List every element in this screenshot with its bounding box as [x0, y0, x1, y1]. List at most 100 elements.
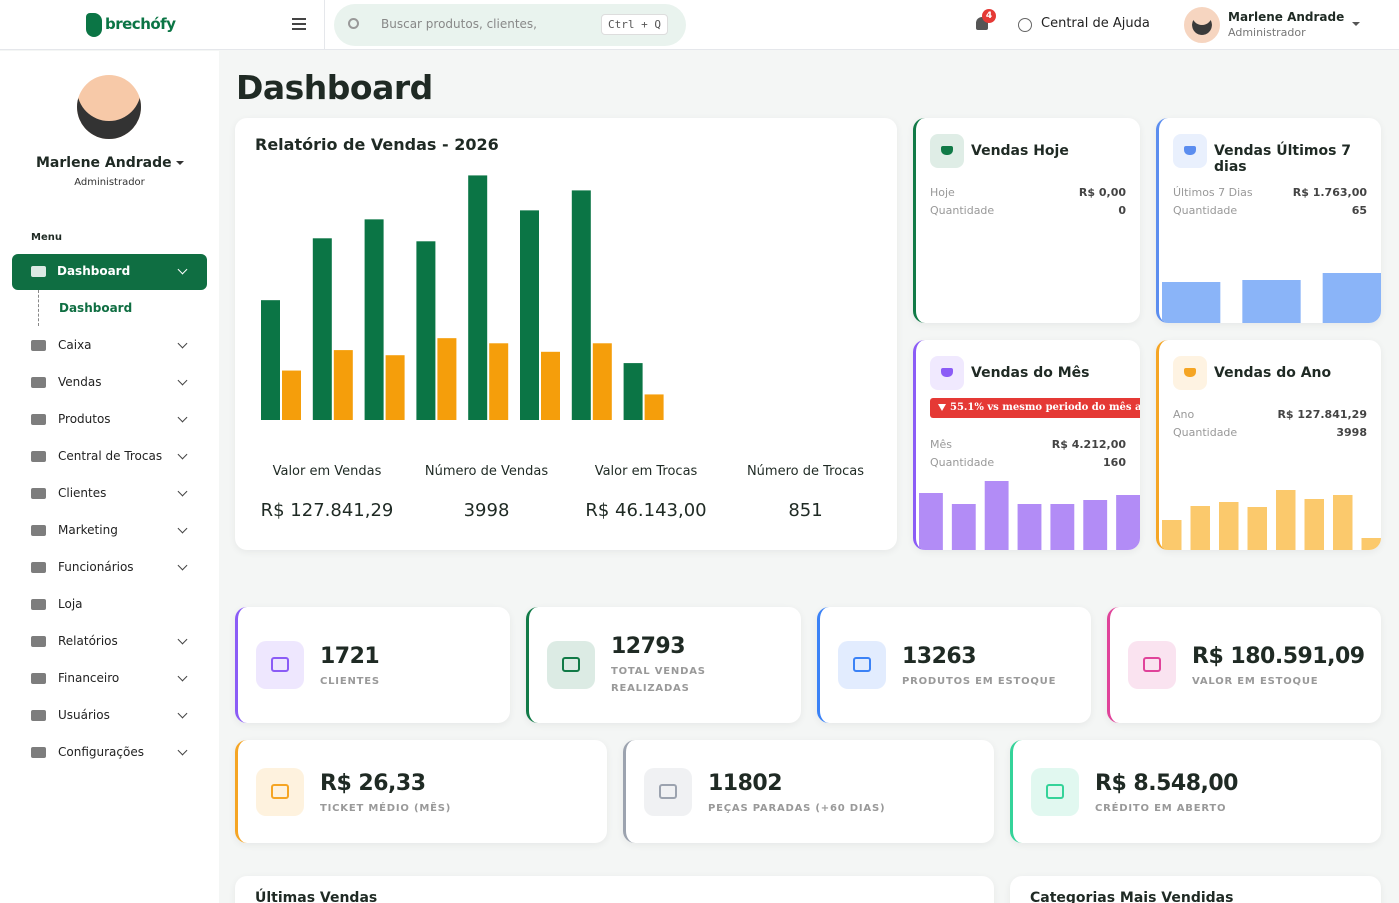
stat-icon-glyph	[1046, 783, 1064, 799]
bar	[1242, 280, 1301, 323]
help-icon	[1018, 18, 1032, 32]
menu-item[interactable]: Funcionários	[12, 550, 207, 586]
bar	[1162, 520, 1182, 550]
menu-item[interactable]: Usuários	[12, 698, 207, 734]
bar	[489, 343, 509, 420]
search-box[interactable]: Buscar produtos, clientes, Ctrl + Q	[334, 4, 686, 46]
card-row-label: Quantidade	[1173, 426, 1238, 439]
bar	[1116, 495, 1140, 550]
bar	[571, 190, 591, 420]
bar	[1247, 507, 1267, 550]
section-title: Categorias Mais Vendidas	[1030, 890, 1234, 903]
bar	[1276, 490, 1296, 550]
bar	[984, 481, 1009, 550]
logo: brechófy	[105, 15, 176, 33]
bar	[1017, 504, 1042, 550]
menu-icon	[31, 340, 46, 351]
menu-icon	[31, 710, 46, 721]
stat-icon-glyph	[659, 783, 677, 799]
menu-item[interactable]: Loja	[12, 587, 207, 623]
user-role: Administrador	[1228, 26, 1306, 39]
menu-icon	[31, 414, 46, 425]
summary-label: Valor em Trocas	[594, 464, 698, 479]
menu-icon	[31, 673, 46, 684]
bar	[1361, 538, 1381, 550]
user-caret[interactable]	[1352, 22, 1360, 30]
menu-chevron	[177, 671, 188, 682]
search-placeholder: Buscar produtos, clientes,	[381, 17, 537, 31]
card-row-label: Quantidade	[930, 456, 995, 469]
menu-toggle[interactable]	[292, 18, 306, 30]
menu-chevron	[177, 412, 188, 423]
stat-icon	[644, 767, 692, 816]
card-row-label: Quantidade	[930, 204, 995, 217]
summary-label: Valor em Vendas	[272, 464, 382, 479]
menu-icon	[31, 451, 46, 462]
stat-card: 12793 TOTAL VENDAS REALIZADAS	[526, 607, 801, 723]
section-card: Últimas Vendas	[235, 876, 994, 903]
card-row-value: R$ 127.841,29	[1277, 408, 1367, 421]
summary-label: Número de Trocas	[746, 464, 865, 479]
sales-card: Vendas do Mês 55.1% vs mesmo periodo do m…	[913, 340, 1140, 550]
bar	[1083, 500, 1108, 550]
menu-item[interactable]: Clientes	[12, 476, 207, 512]
chart	[1162, 490, 1381, 550]
menu-icon	[31, 747, 46, 758]
submenu-line	[38, 290, 39, 326]
profile-role: Administrador	[74, 177, 145, 188]
summary-value: R$ 46.143,00	[585, 500, 707, 521]
bar	[364, 219, 384, 420]
bar	[520, 210, 539, 420]
menu-item[interactable]: Produtos	[12, 402, 207, 438]
menu-item[interactable]: Central de Trocas	[12, 439, 207, 475]
menu-label: Funcionários	[58, 560, 134, 574]
menu-chevron	[177, 634, 188, 645]
menu-chevron	[177, 708, 188, 719]
bar	[385, 355, 405, 420]
menu-label: Caixa	[58, 338, 92, 352]
menu-item[interactable]: Relatórios	[12, 624, 207, 660]
bar	[416, 241, 436, 420]
menu-item[interactable]: Marketing	[12, 513, 207, 549]
bar	[1333, 495, 1353, 550]
help-link[interactable]: Central de Ajuda	[1041, 16, 1150, 31]
card-row-value: 3998	[1336, 426, 1367, 439]
bar	[951, 504, 976, 550]
menu-item[interactable]: Financeiro	[12, 661, 207, 697]
page-title: Dashboard	[236, 68, 433, 107]
stat-label: TOTAL VENDAS REALIZADAS	[611, 666, 706, 694]
sales-card: Vendas do Ano Ano R$ 127.841,29 Quantidade 3…	[1156, 340, 1381, 550]
stat-icon	[838, 641, 886, 689]
header: brechófy Buscar produtos, clientes, Ctrl +…	[0, 0, 1399, 50]
menu-chevron	[177, 486, 188, 497]
chart	[1162, 273, 1381, 323]
sidebar: Marlene Andrade Administrador Menu Dashboar…	[0, 51, 219, 903]
bar	[437, 338, 457, 420]
search-icon	[348, 18, 359, 29]
card-row-value: 0	[1118, 204, 1126, 217]
card-row-label: Últimos 7 Dias	[1173, 186, 1253, 199]
menu-icon	[31, 599, 46, 610]
menu-label: Relatórios	[58, 634, 118, 648]
chart	[919, 481, 1140, 550]
menu-icon	[31, 525, 46, 536]
menu-label: Clientes	[58, 486, 107, 500]
divider	[324, 0, 325, 50]
menu-item[interactable]: Dashboard	[12, 254, 207, 290]
menu-label: Dashboard	[57, 264, 131, 278]
menu-label: Marketing	[58, 523, 118, 537]
profile-caret[interactable]	[176, 161, 184, 169]
card-row-label: Ano	[1173, 408, 1195, 421]
menu-item[interactable]: Caixa	[12, 328, 207, 364]
card-row-value: 65	[1351, 204, 1367, 217]
menu-label: Financeiro	[58, 671, 120, 685]
bar	[1304, 499, 1324, 550]
bar	[1219, 502, 1239, 550]
menu-label: Central de Trocas	[58, 449, 163, 463]
card-title: Vendas do Mês	[971, 365, 1090, 381]
menu-item[interactable]: Configurações	[12, 735, 207, 771]
submenu-item[interactable]: Dashboard	[59, 301, 133, 315]
stat-value: R$ 26,33	[320, 770, 426, 796]
menu-item[interactable]: Vendas	[12, 365, 207, 401]
